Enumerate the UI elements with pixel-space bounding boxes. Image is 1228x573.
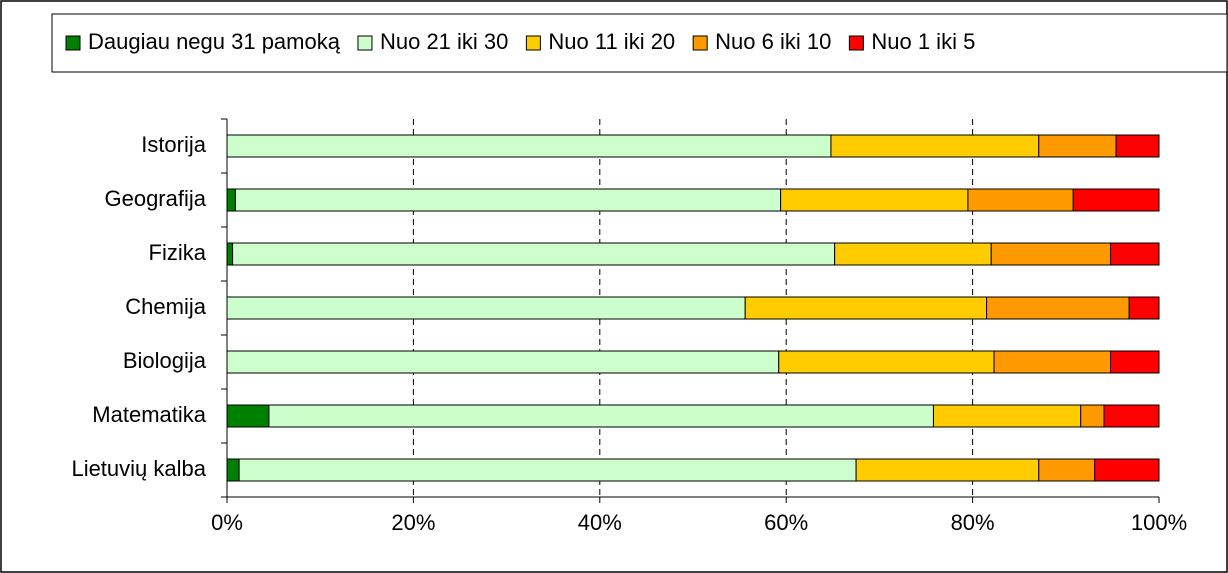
bar-segment (967, 188, 1074, 212)
bar-segment (1115, 134, 1160, 158)
bar-segment (993, 350, 1112, 374)
legend-label: Daugiau negu 31 pamoką (88, 29, 341, 54)
legend-label: Nuo 21 iki 30 (380, 29, 508, 54)
bar-segment (238, 458, 857, 482)
legend-swatch (848, 35, 864, 51)
bar-segment (1110, 242, 1160, 266)
legend-swatch (65, 35, 81, 51)
bar-segment (226, 296, 746, 320)
x-tick-label: 80% (951, 510, 995, 535)
bar-segment (1094, 458, 1160, 482)
x-tick-label: 40% (578, 510, 622, 535)
bar-segment (226, 404, 270, 428)
bar-segment (778, 350, 995, 374)
x-tick-label: 20% (391, 510, 435, 535)
bar-segment (226, 350, 780, 374)
bar-segment (226, 242, 234, 266)
bar-segment (744, 296, 988, 320)
bar-segment (1110, 350, 1160, 374)
legend-label: Nuo 6 iki 10 (715, 29, 831, 54)
legend-box (51, 13, 1228, 73)
x-tick-label: 60% (764, 510, 808, 535)
bar-segment (232, 242, 836, 266)
bar-segment (1103, 404, 1160, 428)
y-tick-label: Chemija (125, 294, 206, 319)
legend-swatch (525, 35, 541, 51)
bar-segment (932, 404, 1082, 428)
bar-segment (986, 296, 1130, 320)
bar-segment (1072, 188, 1160, 212)
bar-segment (990, 242, 1112, 266)
bar-segment (1038, 134, 1117, 158)
bar-segment (1128, 296, 1160, 320)
y-tick-label: Geografija (104, 186, 206, 211)
x-tick-label: 0% (211, 510, 243, 535)
bar-segment (234, 188, 782, 212)
bar-segment (1038, 458, 1096, 482)
y-tick-label: Fizika (149, 240, 207, 265)
bar-segment (226, 458, 240, 482)
bar-segment (226, 134, 832, 158)
x-tick-label: 100% (1131, 510, 1187, 535)
legend-swatch (357, 35, 373, 51)
legend-label: Nuo 11 iki 20 (548, 29, 675, 54)
bar-segment (830, 134, 1040, 158)
bar-segment (268, 404, 934, 428)
bar-segment (1080, 404, 1105, 428)
y-tick-label: Istorija (141, 132, 207, 157)
bar-segment (834, 242, 992, 266)
y-tick-label: Lietuvių kalba (71, 456, 206, 481)
bar-segment (226, 188, 236, 212)
y-tick-label: Matematika (92, 402, 206, 427)
legend-swatch (692, 35, 708, 51)
bar-segment (780, 188, 969, 212)
legend-label: Nuo 1 iki 5 (871, 29, 975, 54)
bar-segment (855, 458, 1040, 482)
y-tick-label: Biologija (123, 348, 207, 373)
